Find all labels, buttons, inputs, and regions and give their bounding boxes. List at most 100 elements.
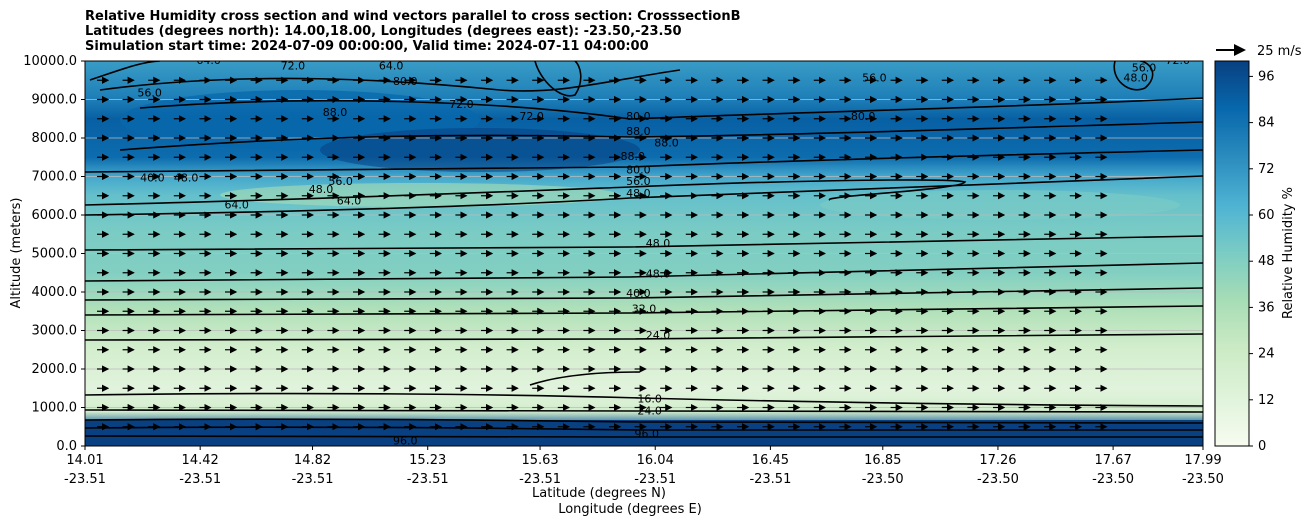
contour-label: 56.0 bbox=[626, 175, 651, 188]
humid-region-upper-mid bbox=[320, 128, 640, 172]
contour-label: 64.0 bbox=[196, 54, 221, 67]
contour-80 bbox=[85, 149, 1203, 173]
x-tick-label-lat: 16.04 bbox=[637, 453, 674, 468]
title-line-3: Simulation start time: 2024-07-09 00:00:… bbox=[85, 39, 649, 54]
contour-surface-1 bbox=[85, 418, 1203, 424]
contour-label: 72.0 bbox=[519, 110, 544, 123]
colorbar bbox=[1214, 60, 1250, 447]
contour-label: 56.0 bbox=[1132, 62, 1157, 75]
colorbar-ticks: 0 12 24 36 48 60 72 84 96 bbox=[1249, 69, 1275, 454]
y-tick-label: 9000.0 bbox=[32, 93, 78, 108]
colorbar-tick-label: 0 bbox=[1258, 439, 1266, 454]
contour-48-c bbox=[85, 175, 1203, 216]
y-tick-label: 0.0 bbox=[56, 439, 77, 454]
y-tick-label: 1000.0 bbox=[32, 401, 78, 416]
x-tick-label-lon: -23.51 bbox=[292, 472, 334, 487]
contour-label: 16.0 bbox=[637, 393, 662, 406]
colorbar-label: Relative Humidity % bbox=[1281, 187, 1296, 319]
x-tick-label-lon: -23.51 bbox=[407, 472, 449, 487]
contour-label: 24.0 bbox=[637, 404, 662, 417]
contour-48-b bbox=[85, 235, 1203, 251]
x-axis-label-longitude: Longitude (degrees E) bbox=[558, 502, 702, 517]
contour-label: 88.0 bbox=[621, 150, 646, 163]
contour-72 bbox=[99, 69, 681, 92]
contour-label: 64.0 bbox=[379, 60, 404, 73]
x-tick-label-lat: 16.85 bbox=[864, 453, 901, 468]
contour-80-upper bbox=[139, 97, 1203, 120]
x-tick-label-lon: -23.51 bbox=[634, 472, 676, 487]
colorbar-tick-label: 96 bbox=[1258, 69, 1275, 84]
contour-label: 48.0 bbox=[1123, 71, 1148, 84]
contour-label: 48.0 bbox=[646, 268, 671, 281]
contour-dip-1 bbox=[529, 371, 641, 386]
colorbar-tick-label: 84 bbox=[1258, 116, 1275, 131]
y-tick-label: 5000.0 bbox=[32, 247, 78, 262]
contour-label: 72.0 bbox=[281, 60, 306, 73]
y-tick-label: 3000.0 bbox=[32, 324, 78, 339]
colorbar-tick-label: 60 bbox=[1258, 208, 1275, 223]
contour-surface-3 bbox=[85, 435, 1203, 438]
contour-16 bbox=[85, 392, 1203, 407]
contour-label: 24.0 bbox=[646, 329, 671, 342]
dry-region-mid-right bbox=[820, 190, 1180, 220]
contour-label: 32.0 bbox=[632, 302, 657, 315]
y-axis: 0.0 1000.0 2000.0 3000.0 4000.0 5000.0 6000.0 7… bbox=[23, 54, 85, 454]
y-axis-label: Altitude (meters) bbox=[9, 198, 24, 309]
colorbar-tick-label: 24 bbox=[1258, 347, 1275, 362]
contour-label: 48.0 bbox=[626, 187, 651, 200]
colorbar-tick-label: 48 bbox=[1258, 254, 1275, 269]
x-tick-label-lat: 14.42 bbox=[182, 453, 219, 468]
contour-label: 56.0 bbox=[862, 71, 887, 84]
y-tick-label: 6000.0 bbox=[32, 208, 78, 223]
contour-label: 56.0 bbox=[137, 87, 162, 100]
x-tick-label-lon: -23.51 bbox=[179, 472, 221, 487]
contour-label: 48.0 bbox=[174, 171, 199, 184]
title-line-1: Relative Humidity cross section and wind… bbox=[85, 9, 741, 24]
x-tick-label-lat: 14.01 bbox=[66, 453, 103, 468]
contour-label: 72.0 bbox=[1165, 54, 1190, 67]
contour-label: 96.0 bbox=[635, 427, 660, 440]
contour-label: 88.0 bbox=[654, 137, 679, 150]
y-tick-label: 7000.0 bbox=[32, 170, 78, 185]
colorbar-tick-label: 12 bbox=[1258, 393, 1275, 408]
contour-label: 72.0 bbox=[449, 98, 474, 111]
title-line-2: Latitudes (degrees north): 14.00,18.00, … bbox=[85, 24, 682, 39]
contour-label: 96.0 bbox=[393, 435, 418, 448]
x-tick-label-lon: -23.50 bbox=[862, 472, 904, 487]
contour-label: 40.0 bbox=[140, 171, 165, 184]
x-tick-label-lat: 17.26 bbox=[979, 453, 1016, 468]
contour-label: 88.0 bbox=[626, 125, 651, 138]
y-tick-label: 10000.0 bbox=[23, 54, 77, 69]
wind-vectors bbox=[97, 76, 1108, 431]
y-tick-label: 4000.0 bbox=[32, 285, 78, 300]
contour-label: 48.0 bbox=[646, 237, 671, 250]
x-tick-label-lat: 17.99 bbox=[1184, 453, 1221, 468]
x-tick-label-lat: 14.82 bbox=[294, 453, 331, 468]
contour-label: 88.0 bbox=[323, 106, 348, 119]
contour-40 bbox=[85, 287, 1203, 301]
x-tick-label-lat: 15.23 bbox=[409, 453, 446, 468]
wind-reference-label: 25 m/s bbox=[1257, 44, 1302, 59]
x-axis-label-latitude: Latitude (degrees N) bbox=[532, 486, 666, 501]
contour-24 bbox=[85, 333, 1203, 341]
y-tick-label: 2000.0 bbox=[32, 362, 78, 377]
x-tick-label-lat: 15.63 bbox=[521, 453, 558, 468]
x-axis: 14.01 -23.51 14.42 -23.51 14.82 -23.51 15.23 -2… bbox=[64, 446, 1224, 487]
x-tick-label-lat: 16.45 bbox=[752, 453, 789, 468]
contour-56 bbox=[85, 179, 967, 206]
x-tick-label-lon: -23.51 bbox=[749, 472, 791, 487]
colorbar-tick-label: 72 bbox=[1258, 162, 1275, 177]
x-tick-label-lon: -23.51 bbox=[519, 472, 561, 487]
contour-48-a bbox=[85, 262, 1203, 282]
contour-label: 80.0 bbox=[851, 110, 876, 123]
contour-label: 64.0 bbox=[337, 194, 362, 207]
x-tick-label-lon: -23.50 bbox=[977, 472, 1019, 487]
x-tick-label-lon: -23.50 bbox=[1182, 472, 1224, 487]
x-tick-label-lon: -23.51 bbox=[64, 472, 106, 487]
contour-label: 48.0 bbox=[309, 183, 334, 196]
contour-label: 80.0 bbox=[393, 75, 418, 88]
colorbar-tick-label: 36 bbox=[1258, 300, 1275, 315]
contour-label: 80.0 bbox=[626, 110, 651, 123]
contour-label: 64.0 bbox=[224, 198, 249, 211]
